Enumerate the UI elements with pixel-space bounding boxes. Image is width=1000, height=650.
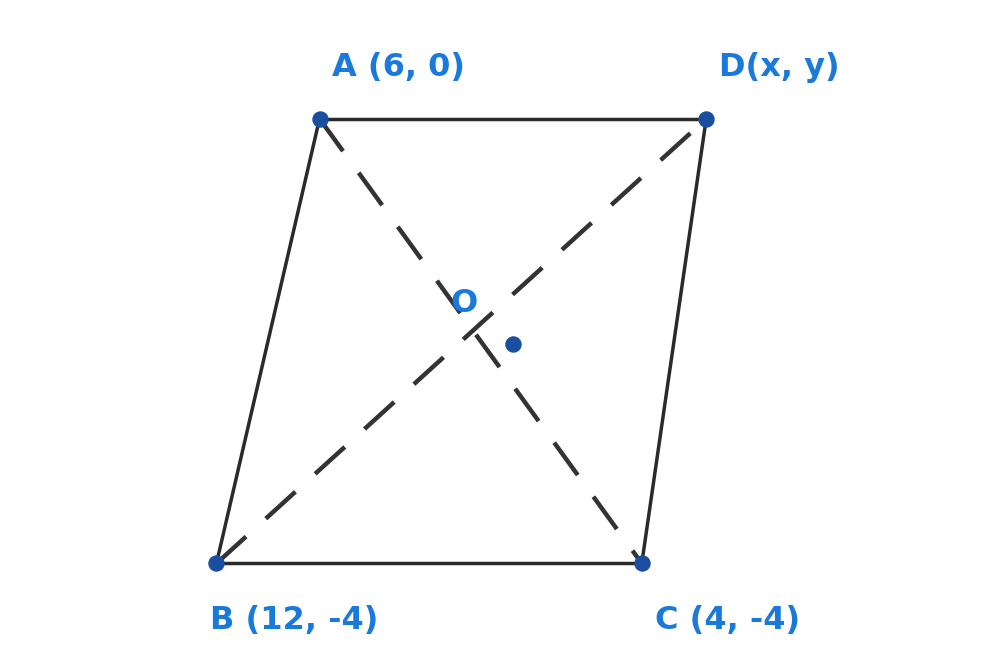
Point (312, 114, 328, 124)
Text: O: O (450, 287, 477, 318)
Text: C (4, -4): C (4, -4) (655, 605, 800, 636)
Point (505, 339, 521, 350)
Point (698, 114, 714, 124)
Point (208, 558, 224, 569)
Text: A (6, 0): A (6, 0) (332, 53, 465, 83)
Point (634, 558, 650, 569)
Text: D(x, y): D(x, y) (719, 53, 840, 83)
Text: B (12, -4): B (12, -4) (210, 605, 378, 636)
